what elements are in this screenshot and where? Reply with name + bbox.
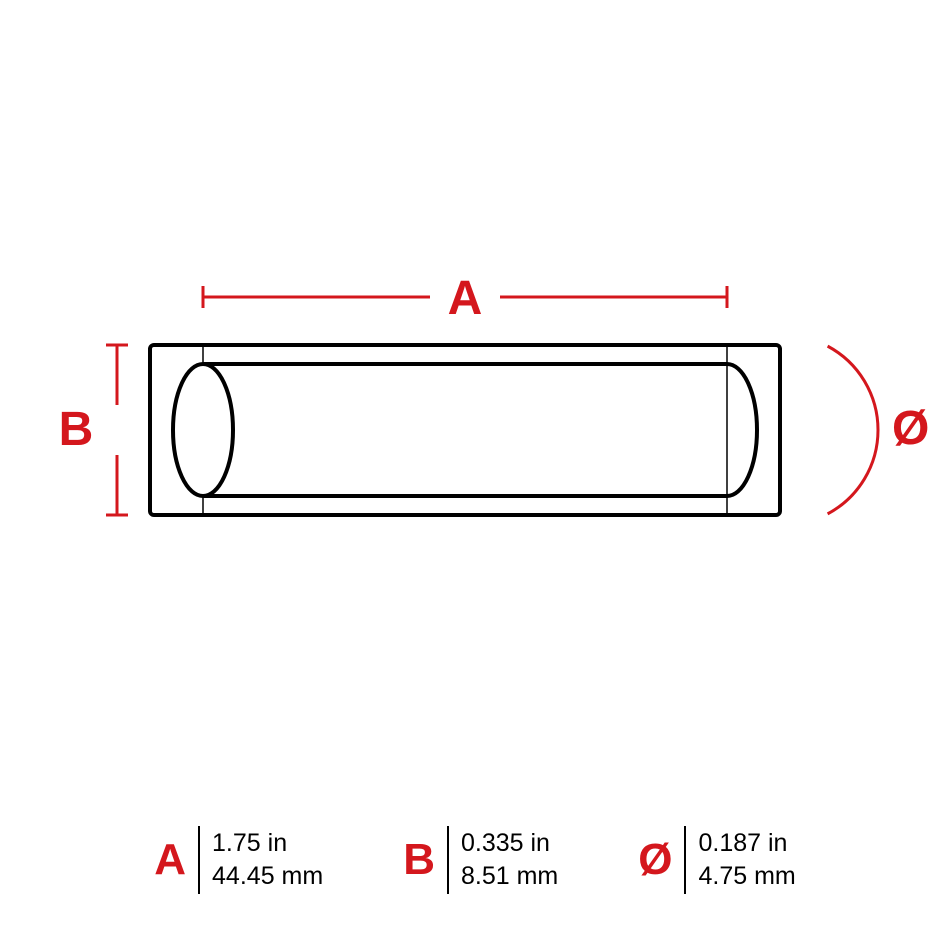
dim-diameter-arc — [828, 346, 878, 514]
legend-value-imperial: 1.75 in — [212, 828, 323, 859]
legend-divider — [684, 826, 686, 894]
sleeve-right-cap — [727, 364, 757, 496]
legend-value-imperial: 0.335 in — [461, 828, 558, 859]
legend-letter: A — [154, 835, 186, 885]
legend-divider — [447, 826, 449, 894]
legend-item-b: B 0.335 in 8.51 mm — [403, 826, 558, 894]
legend-values: 0.187 in 4.75 mm — [698, 828, 795, 893]
dim-a-label: A — [448, 272, 483, 325]
legend-divider — [198, 826, 200, 894]
legend-value-metric: 4.75 mm — [698, 861, 795, 892]
dim-b-label: B — [59, 403, 94, 456]
legend-values: 0.335 in 8.51 mm — [461, 828, 558, 893]
legend-value-imperial: 0.187 in — [698, 828, 795, 859]
legend-item-d: Ø 0.187 in 4.75 mm — [638, 826, 796, 894]
dimension-diagram: A B Ø — [0, 0, 950, 760]
diagram-area: A B Ø — [0, 0, 950, 760]
legend-values: 1.75 in 44.45 mm — [212, 828, 323, 893]
legend: A 1.75 in 44.45 mm B 0.335 in 8.51 mm Ø … — [0, 800, 950, 920]
legend-letter: Ø — [638, 835, 672, 885]
legend-item-a: A 1.75 in 44.45 mm — [154, 826, 323, 894]
carrier-outline — [150, 345, 780, 515]
legend-value-metric: 44.45 mm — [212, 861, 323, 892]
legend-letter: B — [403, 835, 435, 885]
sleeve-left-cap — [173, 364, 233, 496]
dim-diameter-label: Ø — [892, 402, 929, 455]
legend-value-metric: 8.51 mm — [461, 861, 558, 892]
